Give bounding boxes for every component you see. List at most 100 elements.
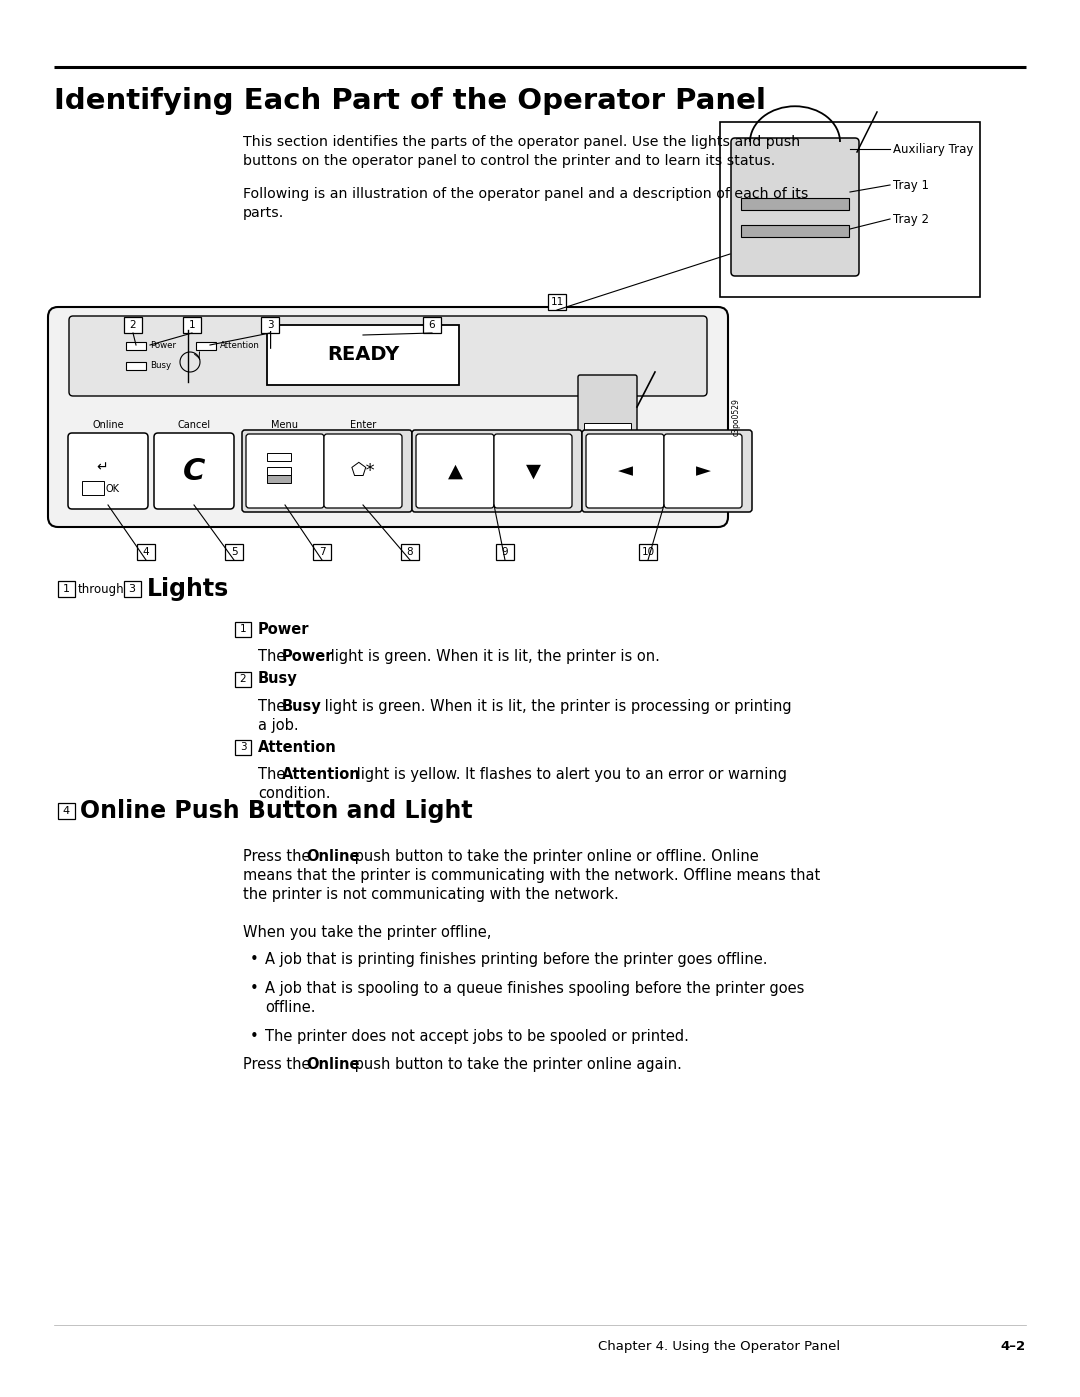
Text: condition.: condition.	[258, 787, 330, 800]
FancyBboxPatch shape	[246, 434, 324, 509]
Text: ⬠*: ⬠*	[351, 462, 376, 481]
Text: 11: 11	[551, 298, 564, 307]
FancyBboxPatch shape	[235, 672, 251, 686]
Text: Identifying Each Part of the Operator Panel: Identifying Each Part of the Operator Pa…	[54, 87, 766, 115]
Text: Tray 1: Tray 1	[893, 179, 929, 191]
Text: 1: 1	[240, 624, 246, 634]
FancyBboxPatch shape	[313, 543, 330, 560]
Text: Press the: Press the	[243, 849, 315, 863]
Text: Cancel: Cancel	[177, 420, 211, 430]
Text: 2: 2	[240, 673, 246, 685]
FancyBboxPatch shape	[154, 433, 234, 509]
FancyBboxPatch shape	[494, 434, 572, 509]
FancyBboxPatch shape	[548, 293, 566, 310]
Text: When you take the printer offline,: When you take the printer offline,	[243, 925, 491, 940]
Text: Chapter 4. Using the Operator Panel: Chapter 4. Using the Operator Panel	[598, 1340, 840, 1354]
Text: C: C	[183, 457, 205, 486]
Text: offline.: offline.	[265, 1000, 315, 1016]
Text: Power: Power	[258, 622, 310, 637]
Bar	[741, 198, 849, 210]
Text: 4: 4	[143, 548, 149, 557]
FancyBboxPatch shape	[401, 543, 419, 560]
Text: light is yellow. It flashes to alert you to an error or warning: light is yellow. It flashes to alert you…	[352, 767, 787, 782]
Bar	[126, 342, 146, 351]
FancyBboxPatch shape	[183, 317, 201, 332]
Text: 4–2: 4–2	[1001, 1340, 1026, 1354]
Text: Following is an illustration of the operator panel and a description of each of : Following is an illustration of the oper…	[243, 187, 808, 219]
FancyBboxPatch shape	[57, 581, 75, 597]
Text: through: through	[78, 583, 124, 595]
Text: OK: OK	[106, 483, 120, 495]
Text: 8: 8	[407, 548, 414, 557]
Text: •: •	[249, 1030, 259, 1044]
FancyBboxPatch shape	[57, 803, 75, 819]
Text: The: The	[258, 767, 291, 782]
FancyBboxPatch shape	[423, 317, 441, 332]
Text: Attention: Attention	[220, 341, 260, 351]
Text: 3: 3	[129, 584, 135, 594]
Text: Attention: Attention	[282, 767, 361, 782]
Text: the printer is not communicating with the network.: the printer is not communicating with th…	[243, 887, 619, 902]
FancyBboxPatch shape	[124, 317, 141, 332]
Bar	[126, 362, 146, 370]
Text: means that the printer is communicating with the network. Offline means that: means that the printer is communicating …	[243, 868, 820, 883]
Text: a job.: a job.	[258, 718, 299, 733]
Text: Busy: Busy	[258, 672, 298, 686]
Bar	[584, 443, 631, 453]
FancyBboxPatch shape	[48, 307, 728, 527]
Text: 5: 5	[231, 548, 238, 557]
Text: │: │	[266, 330, 275, 348]
Text: Online Push Button and Light: Online Push Button and Light	[80, 799, 473, 823]
FancyBboxPatch shape	[261, 317, 279, 332]
Bar	[82, 481, 104, 495]
Bar	[267, 467, 291, 475]
Text: READY: READY	[327, 345, 400, 365]
Text: ►: ►	[696, 461, 711, 481]
Text: Online: Online	[306, 849, 360, 863]
Text: 7: 7	[319, 548, 325, 557]
Bar	[195, 342, 216, 351]
FancyBboxPatch shape	[123, 581, 140, 597]
Text: Press the: Press the	[243, 1058, 315, 1071]
FancyBboxPatch shape	[586, 434, 664, 509]
Text: Menu: Menu	[271, 420, 298, 430]
FancyBboxPatch shape	[267, 326, 459, 386]
Text: Tray 2: Tray 2	[893, 212, 929, 225]
FancyBboxPatch shape	[639, 543, 657, 560]
Text: 1: 1	[63, 584, 69, 594]
Bar	[741, 225, 849, 237]
Text: •: •	[249, 951, 259, 967]
Text: A job that is spooling to a queue finishes spooling before the printer goes: A job that is spooling to a queue finish…	[265, 981, 805, 996]
Text: 1: 1	[189, 320, 195, 330]
FancyBboxPatch shape	[68, 433, 148, 509]
Text: The: The	[258, 698, 291, 714]
Text: Lights: Lights	[147, 577, 229, 601]
FancyBboxPatch shape	[411, 430, 582, 511]
FancyBboxPatch shape	[69, 316, 707, 395]
Text: 2: 2	[130, 320, 136, 330]
Text: Attention: Attention	[258, 739, 337, 754]
Text: light is green. When it is lit, the printer is processing or printing: light is green. When it is lit, the prin…	[320, 698, 792, 714]
Text: The printer does not accept jobs to be spooled or printed.: The printer does not accept jobs to be s…	[265, 1030, 689, 1044]
Text: Busy: Busy	[150, 362, 171, 370]
Text: Busy: Busy	[282, 698, 322, 714]
FancyBboxPatch shape	[578, 374, 637, 469]
Text: Enter: Enter	[350, 420, 376, 430]
Text: This section identifies the parts of the operator panel. Use the lights and push: This section identifies the parts of the…	[243, 136, 800, 168]
Text: 3: 3	[240, 742, 246, 752]
FancyBboxPatch shape	[242, 430, 411, 511]
Text: 3: 3	[267, 320, 273, 330]
FancyBboxPatch shape	[235, 622, 251, 637]
Text: ↵: ↵	[96, 460, 108, 474]
Bar	[267, 475, 291, 483]
Text: light is green. When it is lit, the printer is on.: light is green. When it is lit, the prin…	[326, 650, 660, 664]
FancyBboxPatch shape	[235, 739, 251, 754]
Text: c3po0529: c3po0529	[732, 398, 741, 436]
Text: Online: Online	[306, 1058, 360, 1071]
Text: 6: 6	[429, 320, 435, 330]
FancyBboxPatch shape	[664, 434, 742, 509]
Text: ▼: ▼	[526, 461, 540, 481]
Text: Power: Power	[282, 650, 334, 664]
Text: ◄: ◄	[618, 461, 633, 481]
Bar	[267, 453, 291, 461]
